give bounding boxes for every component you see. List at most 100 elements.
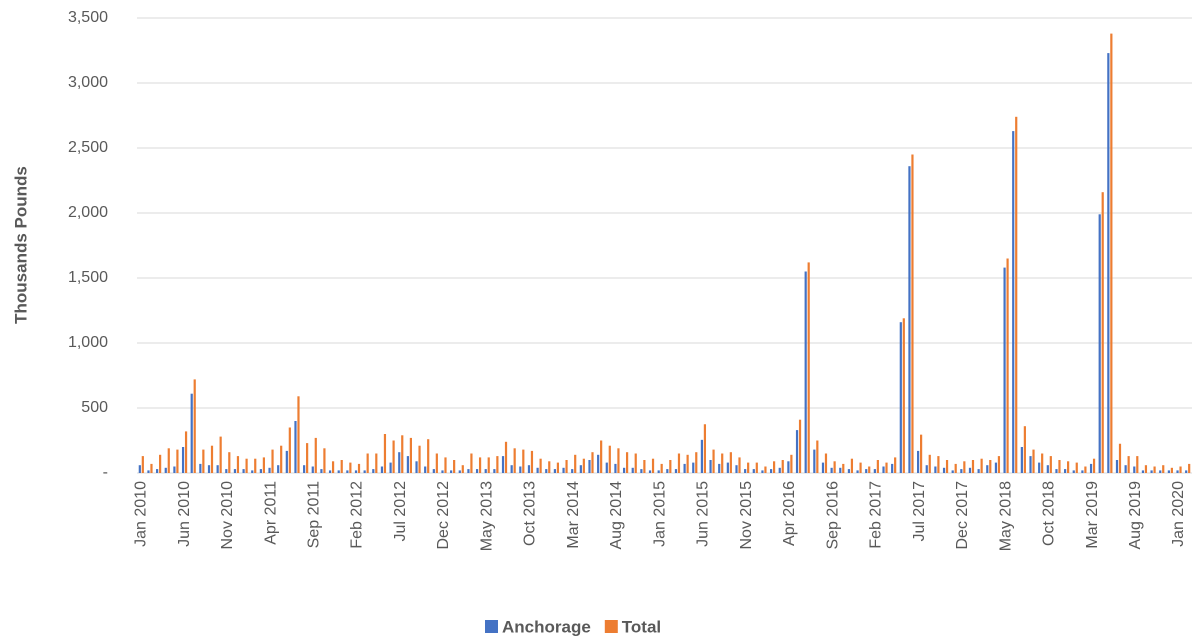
bar	[911, 154, 914, 473]
bar	[268, 467, 271, 473]
bar	[415, 461, 418, 473]
bar	[574, 454, 577, 473]
bar	[873, 469, 876, 473]
bar	[579, 465, 582, 473]
bar	[1136, 456, 1139, 473]
bar	[669, 460, 672, 473]
bar	[859, 462, 862, 473]
bar	[199, 463, 202, 473]
bar	[225, 469, 228, 473]
bar	[1150, 470, 1153, 473]
bar	[1020, 447, 1023, 473]
bar	[539, 458, 542, 473]
bar	[1141, 470, 1145, 473]
bar	[1032, 449, 1035, 473]
bar	[357, 463, 361, 473]
bar	[894, 457, 897, 473]
bar	[233, 469, 237, 473]
bar	[461, 465, 464, 473]
bar	[700, 439, 704, 473]
bar	[695, 452, 698, 473]
bar	[1153, 466, 1156, 473]
x-tick-label: Jul 2017	[911, 481, 928, 542]
bar	[1176, 470, 1179, 473]
bar	[718, 463, 721, 473]
bar	[254, 458, 257, 473]
bar	[709, 460, 712, 473]
legend-label: Anchorage	[502, 617, 591, 636]
bar	[1179, 466, 1182, 473]
bar	[1098, 214, 1101, 474]
x-tick-label: Dec 2012	[435, 481, 452, 550]
bar	[444, 457, 447, 473]
bar	[1118, 443, 1122, 473]
bar	[280, 445, 283, 473]
bar	[807, 262, 810, 473]
x-tick-label: Jan 2015	[651, 481, 668, 547]
bar	[666, 469, 669, 473]
y-tick-label: 1,000	[68, 334, 108, 351]
bar	[839, 467, 842, 473]
bar	[899, 322, 902, 473]
bar	[643, 460, 646, 473]
bar	[917, 450, 920, 473]
bar	[772, 461, 776, 473]
bar	[303, 465, 306, 473]
bar	[138, 465, 141, 473]
bar	[147, 470, 150, 473]
bar	[427, 439, 430, 473]
bar	[591, 452, 594, 473]
bar	[937, 456, 940, 473]
bar	[686, 454, 689, 473]
bar	[600, 440, 603, 473]
bar	[605, 462, 608, 473]
bar	[478, 457, 482, 473]
bar	[510, 465, 513, 473]
x-tick-label: Nov 2010	[219, 481, 236, 550]
bar	[493, 469, 496, 473]
bar	[798, 419, 802, 473]
bar	[1064, 469, 1067, 473]
bar	[1089, 463, 1093, 473]
bar	[868, 466, 871, 473]
bar	[380, 466, 384, 473]
bar	[484, 469, 487, 473]
legend-swatch	[485, 620, 498, 633]
bar	[951, 470, 954, 473]
bar	[513, 448, 516, 473]
x-tick-label: Aug 2014	[608, 481, 625, 550]
bar	[752, 469, 755, 473]
x-tick-label: Jun 2010	[176, 481, 193, 547]
bar	[1006, 258, 1009, 473]
bar	[349, 462, 352, 473]
bar	[971, 460, 975, 473]
bar	[487, 457, 490, 473]
bar	[1075, 462, 1078, 473]
bar	[1003, 267, 1006, 473]
x-tick-label: Sep 2011	[305, 481, 322, 548]
bar	[761, 470, 764, 473]
bar	[562, 467, 565, 473]
bar	[614, 463, 617, 473]
bar	[968, 467, 972, 473]
bar	[908, 166, 911, 473]
bar	[190, 393, 193, 473]
bar	[651, 458, 655, 473]
bar	[159, 454, 162, 473]
bar	[228, 452, 231, 473]
bar	[735, 465, 738, 473]
bar	[980, 458, 983, 473]
bar	[721, 453, 724, 473]
bar	[842, 463, 845, 473]
bar	[928, 454, 931, 473]
x-tick-label: Jul 2012	[392, 481, 409, 542]
bar	[1127, 456, 1130, 473]
bar	[588, 460, 591, 473]
bar	[1038, 462, 1041, 473]
bar	[1167, 470, 1170, 473]
bar	[392, 440, 395, 473]
bar	[366, 453, 369, 473]
x-tick-label: Oct 2018	[1041, 481, 1058, 546]
bar	[285, 450, 288, 473]
bar	[703, 424, 707, 473]
